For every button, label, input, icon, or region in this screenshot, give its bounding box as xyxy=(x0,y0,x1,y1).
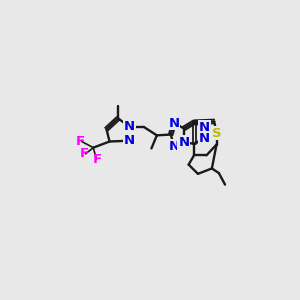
Text: N: N xyxy=(168,116,179,130)
Text: N: N xyxy=(199,132,210,145)
Text: N: N xyxy=(168,140,179,153)
Text: N: N xyxy=(199,121,210,134)
Text: F: F xyxy=(80,147,88,160)
Text: N: N xyxy=(124,120,135,134)
Text: S: S xyxy=(212,127,221,140)
Text: N: N xyxy=(124,134,135,147)
Text: F: F xyxy=(93,154,102,166)
Text: N: N xyxy=(178,136,190,149)
Text: F: F xyxy=(76,135,85,148)
